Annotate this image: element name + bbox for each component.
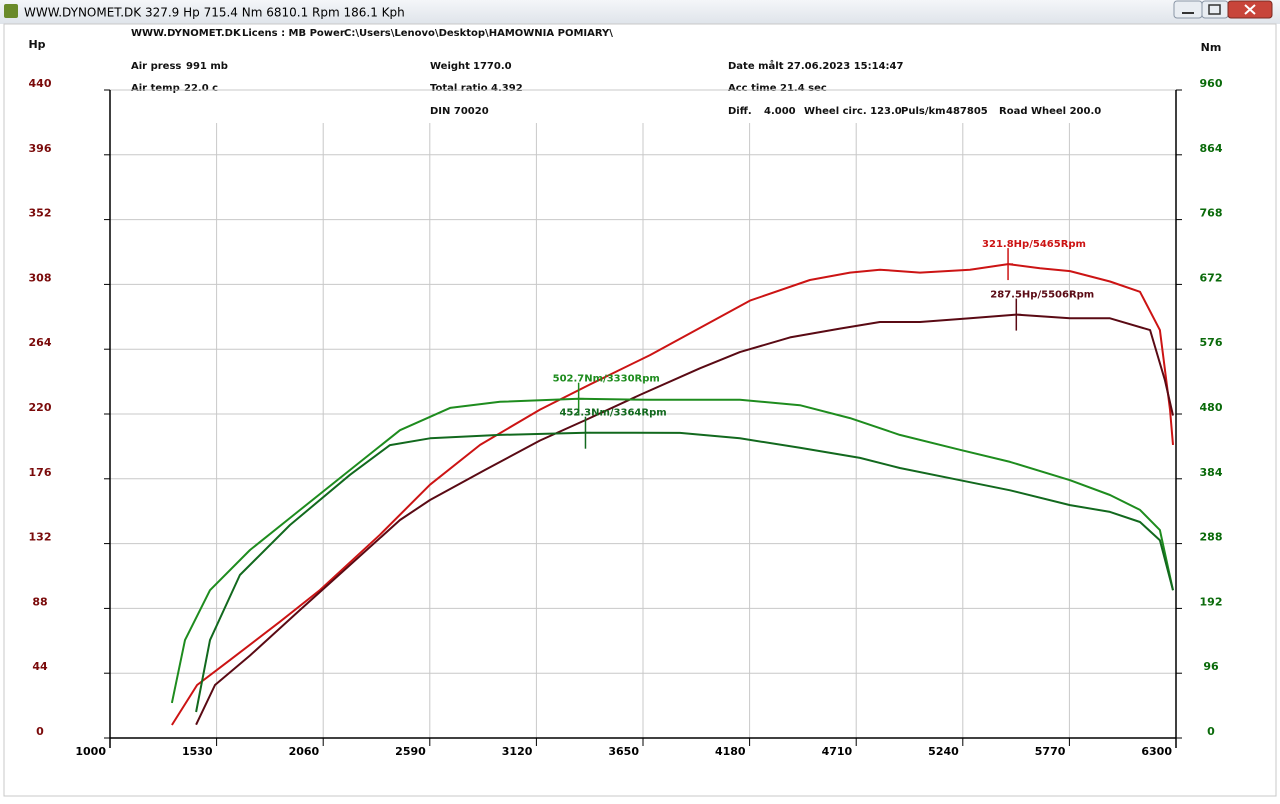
y2-tick-label: 864 bbox=[1200, 142, 1223, 155]
x-tick-label: 6300 bbox=[1141, 745, 1172, 758]
maximize-icon bbox=[1208, 4, 1221, 15]
curve bbox=[195, 313, 1174, 726]
curve bbox=[195, 431, 1174, 713]
y-tick-label: 132 bbox=[29, 531, 52, 544]
y2-tick-label: 288 bbox=[1200, 531, 1223, 544]
info-text: Wheel circ. 123.0 bbox=[804, 106, 902, 117]
y2-tick-label: 96 bbox=[1203, 660, 1219, 673]
info-text: Total ratio 4.392 bbox=[430, 83, 523, 94]
window-buttons bbox=[1173, 0, 1273, 19]
plot: 1000 1530 2060 2590 3120 3650 4180 4710 5240 5770… bbox=[29, 77, 1223, 758]
window-title: WWW.DYNOMET.DK 327.9 Hp 715.4 Nm 6810.1 … bbox=[24, 6, 405, 20]
y-tick-label: 88 bbox=[32, 595, 47, 608]
info-text: 4.000 bbox=[764, 106, 796, 117]
close-icon bbox=[1244, 4, 1256, 15]
y2-axis-label: Nm bbox=[1201, 41, 1222, 54]
info-text: Acc time bbox=[728, 83, 777, 94]
info-text: Air temp bbox=[131, 83, 180, 94]
info-text: WWW.DYNOMET.DK bbox=[131, 28, 242, 39]
maximize-button[interactable] bbox=[1201, 0, 1229, 19]
info-text: C:\Users\Lenovo\Desktop\HAMOWNIA POMIARY… bbox=[344, 28, 613, 39]
info-text: Air press bbox=[131, 61, 181, 72]
info-text: Road Wheel 200.0 bbox=[999, 106, 1101, 117]
y2-tick-label: 0 bbox=[1207, 725, 1215, 738]
curve bbox=[171, 263, 1174, 726]
x-tick-label: 4710 bbox=[822, 745, 853, 758]
y-tick-label: 264 bbox=[29, 336, 52, 349]
info-text: 22.0 c bbox=[184, 83, 218, 94]
x-tick-label: 3120 bbox=[502, 745, 533, 758]
x-tick-label: 1000 bbox=[75, 745, 106, 758]
app-icon bbox=[4, 4, 18, 18]
y2-tick-label: 672 bbox=[1200, 271, 1223, 284]
info-text: 1770.0 bbox=[473, 61, 512, 72]
info-text: Date målt 27.06.2023 15:14:47 bbox=[728, 59, 903, 72]
info-text: 991 mb bbox=[186, 61, 228, 72]
x-tick-label: 4180 bbox=[715, 745, 746, 758]
peak-annotation: 321.8Hp/5465Rpm bbox=[982, 239, 1086, 250]
title-bar bbox=[0, 0, 1280, 24]
y-tick-label: 308 bbox=[29, 271, 52, 284]
client-area bbox=[3, 23, 1277, 797]
x-tick-label: 2590 bbox=[395, 745, 426, 758]
peak-annotation: 452.3Nm/3364Rpm bbox=[559, 408, 666, 419]
info-text: Diff. bbox=[728, 106, 752, 117]
y2-tick-label: 768 bbox=[1200, 207, 1223, 220]
info-text: Weight bbox=[430, 61, 470, 72]
info-block: WWW.DYNOMET.DK Licens : MB Power C:\User… bbox=[131, 28, 1101, 117]
x-tick-label: 2060 bbox=[289, 745, 320, 758]
y-tick-label: 220 bbox=[29, 401, 52, 414]
info-text: 21.4 sec bbox=[780, 83, 827, 94]
minimize-button[interactable] bbox=[1173, 0, 1203, 19]
info-text: Puls/km bbox=[901, 106, 946, 117]
x-tick-label: 1530 bbox=[182, 745, 213, 758]
info-text: Licens : MB Power bbox=[242, 28, 345, 39]
x-tick-label: 3650 bbox=[608, 745, 639, 758]
peak-annotation: 502.7Nm/3330Rpm bbox=[553, 374, 660, 385]
y2-tick-label: 192 bbox=[1200, 595, 1223, 608]
x-tick-label: 5240 bbox=[928, 745, 959, 758]
y-tick-label: 396 bbox=[29, 142, 52, 155]
y2-tick-label: 576 bbox=[1200, 336, 1223, 349]
peak-annotation: 287.5Hp/5506Rpm bbox=[990, 290, 1094, 301]
info-text: 487805 bbox=[946, 106, 988, 117]
y2-tick-label: 384 bbox=[1200, 466, 1223, 479]
curve bbox=[170, 397, 1174, 704]
y2-tick-label: 960 bbox=[1200, 77, 1223, 90]
y-tick-label: 440 bbox=[29, 77, 52, 90]
y-tick-label: 352 bbox=[29, 207, 52, 220]
y-axis-label: Hp bbox=[28, 38, 45, 51]
y-tick-label: 176 bbox=[29, 466, 52, 479]
y-tick-label: 44 bbox=[32, 660, 48, 673]
y-tick-label: 0 bbox=[36, 725, 44, 738]
x-tick-label: 5770 bbox=[1035, 745, 1066, 758]
y2-tick-label: 480 bbox=[1200, 401, 1223, 414]
info-text: DIN 70020 bbox=[430, 106, 489, 117]
